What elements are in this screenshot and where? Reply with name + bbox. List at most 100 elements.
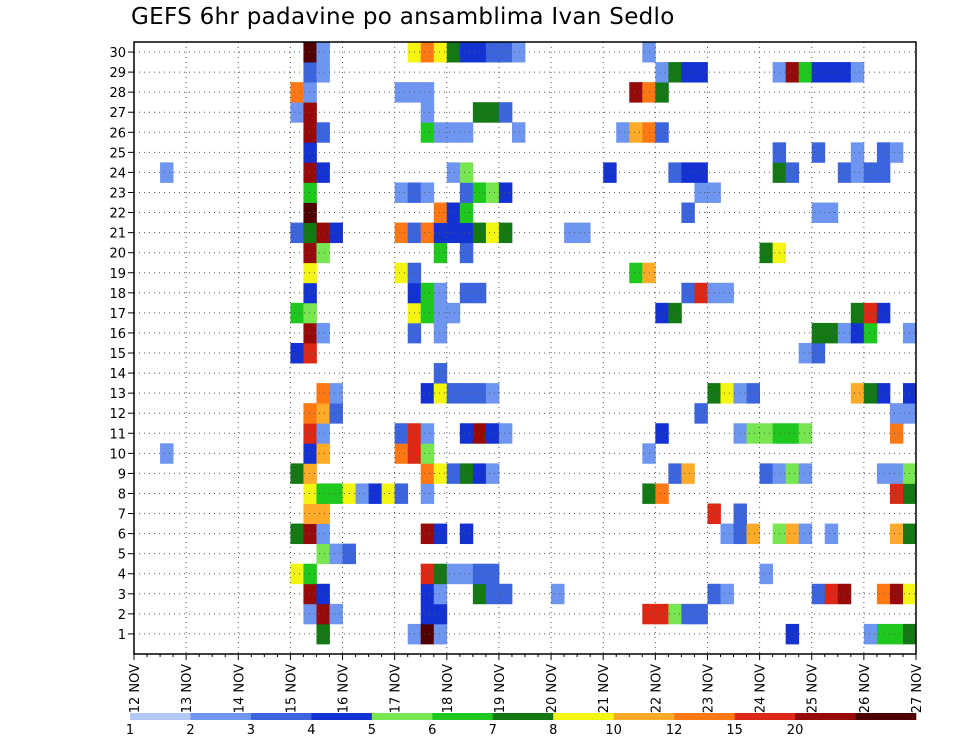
heatmap-cell (355, 483, 369, 504)
heatmap-cell (316, 162, 330, 183)
heatmap-cell (498, 222, 513, 244)
heatmap-cell (811, 62, 826, 83)
heatmap-cell (511, 122, 526, 143)
legend-label: 8 (549, 723, 557, 738)
heatmap-cell (459, 423, 474, 444)
heatmap-cell (785, 463, 800, 484)
y-tick-label: 24 (109, 166, 126, 181)
heatmap-cell (433, 202, 448, 223)
y-tick-label: 12 (109, 407, 126, 422)
heatmap-cell (785, 423, 800, 444)
heatmap-cell (303, 122, 317, 143)
heatmap-cell (798, 523, 813, 545)
heatmap-cell (420, 423, 435, 444)
legend-label: 2 (186, 723, 194, 738)
heatmap-cell (420, 483, 435, 504)
heatmap-cell (824, 202, 839, 223)
x-tick-label: 22 NOV (649, 664, 664, 713)
heatmap-cell (655, 423, 669, 444)
y-tick-label: 29 (109, 66, 126, 81)
heatmap-cell (303, 483, 317, 504)
heatmap-cell (459, 523, 474, 545)
heatmap-cell (876, 383, 891, 404)
heatmap-cell (446, 302, 461, 324)
heatmap-cell (459, 122, 474, 143)
heatmap-cell (316, 222, 330, 244)
heatmap-cell (420, 623, 435, 645)
heatmap-cell (394, 423, 409, 444)
heatmap-cell (394, 443, 409, 464)
heatmap-cell (668, 162, 682, 183)
heatmap-cell (329, 543, 343, 565)
heatmap-cell (485, 583, 500, 605)
heatmap-cell (485, 182, 500, 203)
heatmap-cell (303, 423, 317, 444)
heatmap-cell (420, 122, 435, 143)
heatmap-cell (316, 403, 330, 424)
heatmap-cell (485, 383, 500, 404)
y-tick-label: 10 (109, 447, 126, 462)
heatmap-cell (446, 42, 461, 63)
heatmap-cell (303, 262, 317, 284)
heatmap-cell (876, 583, 891, 605)
heatmap-cell (746, 423, 760, 444)
x-tick-label: 19 NOV (493, 664, 508, 713)
legend-swatch (613, 713, 675, 720)
heatmap-cell (720, 583, 734, 605)
heatmap-cell (420, 523, 435, 545)
heatmap-cell (303, 463, 317, 484)
legend-label: 12 (666, 723, 683, 738)
heatmap-cell (759, 563, 774, 585)
heatmap-cell (394, 82, 409, 103)
heatmap-cell (290, 463, 304, 484)
y-tick-label: 22 (109, 207, 126, 222)
y-tick-label: 4 (118, 568, 126, 583)
heatmap-cell (785, 523, 800, 545)
heatmap-cell (433, 363, 448, 384)
heatmap-cell (420, 222, 435, 244)
y-tick-label: 30 (109, 46, 126, 61)
heatmap-cell (303, 242, 317, 264)
heatmap-cell (668, 463, 682, 484)
legend-swatch (795, 713, 856, 720)
heatmap-cell (668, 603, 682, 625)
heatmap-cell (394, 262, 409, 284)
heatmap-cell (316, 423, 330, 444)
heatmap-cell (290, 342, 304, 364)
heatmap-cell (433, 242, 448, 264)
legend-label: 20 (787, 723, 804, 738)
heatmap-cell (681, 62, 695, 83)
y-tick-label: 1 (118, 628, 126, 643)
y-tick-label: 16 (109, 327, 126, 342)
legend-swatch (371, 713, 433, 720)
heatmap-cell (485, 102, 500, 123)
y-tick-label: 6 (118, 528, 126, 543)
legend-swatch (674, 713, 735, 720)
y-tick-label: 8 (118, 487, 126, 502)
heatmap-cell (433, 583, 448, 605)
y-tick-label: 28 (109, 86, 126, 101)
heatmap-cell (160, 443, 174, 464)
heatmap-cell (798, 423, 813, 444)
heatmap-cell (863, 322, 878, 344)
y-tick-label: 23 (109, 186, 126, 201)
heatmap-cell (446, 383, 461, 404)
heatmap-cell (850, 162, 865, 183)
heatmap-cell (629, 82, 643, 103)
heatmap-cell (303, 322, 317, 344)
heatmap-cell (303, 222, 317, 244)
legend-label: 3 (247, 723, 255, 738)
y-tick-label: 7 (118, 508, 126, 523)
heatmap-cell (329, 383, 343, 404)
y-tick-label: 15 (109, 347, 126, 362)
heatmap-cell (824, 523, 839, 545)
grid-layer (134, 42, 916, 654)
heatmap-cell (733, 503, 747, 524)
heatmap-cell (316, 523, 330, 545)
heatmap-cell (668, 302, 682, 324)
heatmap-cell (303, 342, 317, 364)
heatmap-cell (889, 423, 904, 444)
heatmap-cell (420, 302, 435, 324)
heatmap-cell (459, 383, 474, 404)
y-tick-label: 5 (118, 548, 126, 563)
